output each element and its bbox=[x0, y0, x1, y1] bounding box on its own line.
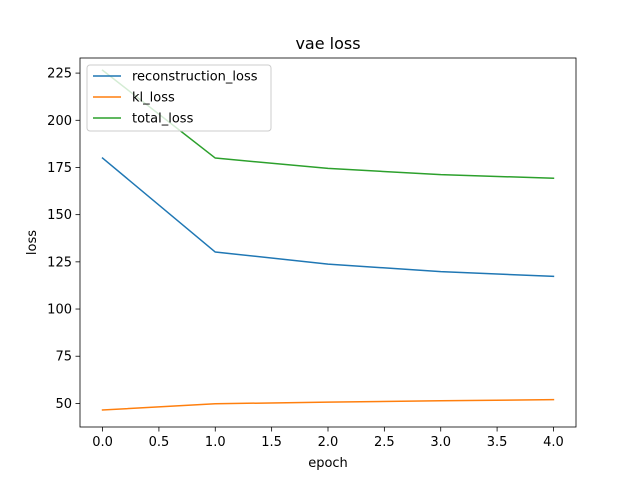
x-tick-label: 2.5 bbox=[374, 435, 395, 450]
x-tick-label: 0.5 bbox=[149, 435, 170, 450]
y-tick-label: 50 bbox=[55, 397, 72, 412]
x-tick-label: 2.0 bbox=[318, 435, 339, 450]
legend: reconstruction_loss kl_loss total_loss bbox=[86, 64, 272, 132]
legend-label-total-loss: total_loss bbox=[132, 112, 194, 127]
y-axis-label: loss bbox=[25, 230, 40, 255]
legend-label-kl-loss: kl_loss bbox=[132, 91, 175, 106]
y-tick-label: 125 bbox=[47, 255, 72, 270]
x-tick-label: 0.0 bbox=[92, 435, 113, 450]
chart-title: vae loss bbox=[295, 34, 360, 53]
y-tick-label: 200 bbox=[47, 114, 72, 129]
series-line-kl-loss bbox=[101, 398, 555, 411]
axes: 0.0 0.5 1.0 1.5 2.0 2.5 3.0 3.5 4.0 50 75 100 125 150… bbox=[47, 57, 577, 450]
y-tick-label: 175 bbox=[47, 161, 72, 176]
x-axis-label: epoch bbox=[308, 456, 348, 471]
x-tick-label: 3.0 bbox=[430, 435, 451, 450]
x-tick-label: 1.0 bbox=[205, 435, 226, 450]
y-tick-label: 75 bbox=[55, 350, 72, 365]
series-line-reconstruction-loss bbox=[101, 156, 555, 278]
x-tick-label: 4.0 bbox=[543, 435, 564, 450]
legend-box bbox=[86, 64, 272, 132]
x-tick-label: 1.5 bbox=[261, 435, 282, 450]
y-tick-label: 225 bbox=[47, 67, 72, 82]
y-tick-label: 100 bbox=[47, 303, 72, 318]
x-tick-label: 3.5 bbox=[487, 435, 508, 450]
legend-label-reconstruction-loss: reconstruction_loss bbox=[132, 70, 258, 85]
y-tick-label: 150 bbox=[47, 208, 72, 223]
